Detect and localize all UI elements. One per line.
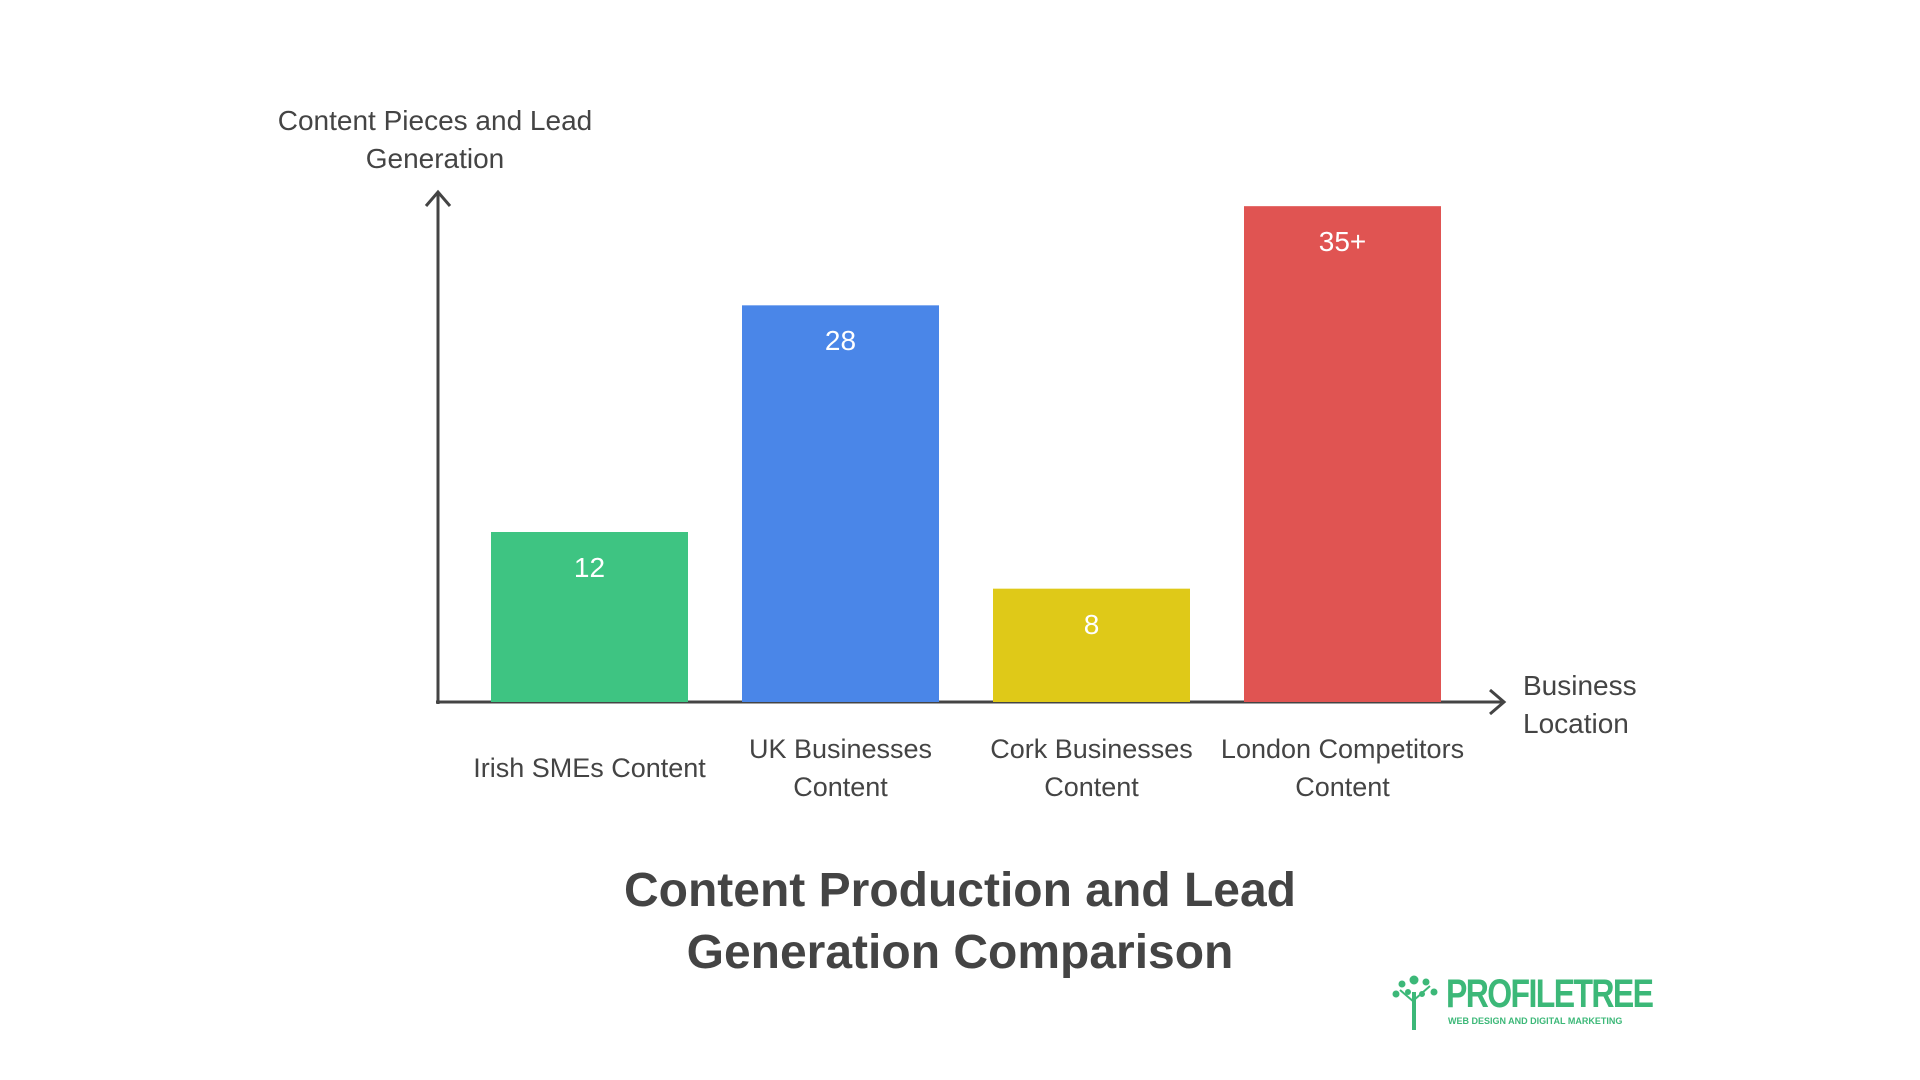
y-axis-title: Content Pieces and Lead Generation — [277, 105, 593, 174]
value-label: 8 — [1083, 608, 1100, 640]
bar — [742, 305, 939, 702]
y-axis-arrow — [424, 189, 452, 207]
value-label: 28 — [824, 325, 857, 357]
x-tick-label: Cork Businesses Content — [990, 734, 1193, 802]
logo: PROFILETREE WEB DESIGN AND DIGITAL MARKE… — [1390, 972, 1660, 1032]
bar — [491, 532, 688, 702]
value-label: 35+ — [1318, 226, 1367, 258]
chart-title: Content Production and Lead Generation C… — [624, 864, 1296, 979]
x-axis-title: Business Location — [1523, 670, 1637, 739]
bar — [1244, 206, 1441, 702]
x-tick-label: UK Businesses Content — [748, 734, 933, 802]
logo-icon — [1392, 975, 1438, 1030]
logo-name: PROFILETREE — [1446, 972, 1654, 1016]
value-label: 12 — [573, 552, 606, 583]
bar — [993, 588, 1190, 702]
logo-tagline: WEB DESIGN AND DIGITAL MARKETING — [1448, 1016, 1623, 1026]
x-tick-label: London Competitors Content — [1220, 734, 1465, 802]
x-axis-arrow — [1489, 688, 1507, 716]
x-tick-label: Irish SMEs Content — [473, 753, 706, 783]
